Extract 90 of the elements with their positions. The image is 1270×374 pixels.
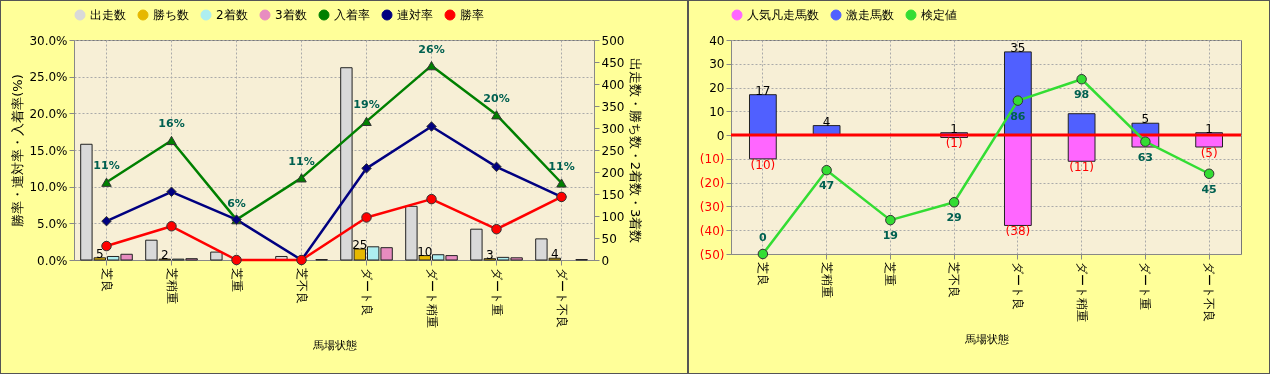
x-tick-label: ダート重 <box>489 267 504 316</box>
x-tick-label: 芝不良 <box>947 261 962 298</box>
data-label: (38) <box>1005 224 1031 239</box>
y-tick-label: 0 <box>716 128 725 143</box>
data-label: (5) <box>1200 146 1218 160</box>
x-tick-label: ダート重 <box>1138 261 1153 310</box>
data-label: 1 <box>950 121 958 136</box>
y2-tick-label: 250 <box>601 143 625 158</box>
x-tick-label: ダート不良 <box>554 267 569 328</box>
x-tick-label: 芝不良 <box>294 267 309 304</box>
y-tick-label: 10.0% <box>29 180 68 195</box>
data-label: 25 <box>352 238 368 252</box>
data-label: 45 <box>1201 182 1217 196</box>
x-tick-label: ダート良 <box>359 267 374 316</box>
data-label: 86 <box>1010 109 1026 123</box>
y-tick-label: 10 <box>709 104 725 119</box>
y-tick-label: 30 <box>709 57 725 72</box>
y2-tick-label: 100 <box>601 209 625 224</box>
x-tick-label: 芝重 <box>883 261 898 286</box>
x-tick-label: 芝稍重 <box>164 267 179 304</box>
data-label: 10 <box>417 244 433 259</box>
data-label: 11% <box>288 154 315 168</box>
data-label: 1 <box>1205 121 1213 136</box>
y-tick-label: (10) <box>699 152 725 167</box>
y-tick-label: 30.0% <box>29 33 68 48</box>
y2-tick-label: 50 <box>601 231 617 246</box>
data-label: 4 <box>822 114 831 129</box>
y-tick-label: (50) <box>699 247 725 262</box>
y-tick-label: 15.0% <box>29 143 68 158</box>
legend-label: 2着数 <box>216 8 248 22</box>
x-tick-label: 芝重 <box>229 267 244 292</box>
y2-tick-label: 0 <box>601 253 610 268</box>
y2-tick-label: 400 <box>601 77 625 92</box>
data-label: (11) <box>1069 160 1094 175</box>
data-label: 11% <box>93 159 120 173</box>
x-tick-label: ダート良 <box>1010 261 1025 310</box>
data-label: 19% <box>353 98 380 112</box>
y-tick-label: 0.0% <box>37 253 68 268</box>
data-label: 16% <box>158 117 185 131</box>
data-label: 29 <box>946 211 962 225</box>
data-label: 2 <box>160 248 169 263</box>
y2-tick-label: 200 <box>601 165 625 180</box>
data-label: (10) <box>750 157 776 172</box>
x-tick-label: ダート稍重 <box>424 267 439 328</box>
data-label: 47 <box>818 179 835 193</box>
data-label: 5 <box>1141 112 1150 127</box>
legend-label: 激走馬数 <box>846 8 894 22</box>
legend-label: 3着数 <box>275 8 307 22</box>
data-label: 20% <box>483 91 510 105</box>
legend-label: 検定値 <box>921 8 957 22</box>
y-tick-label: 5.0% <box>37 216 68 231</box>
data-label: 35 <box>1010 40 1026 55</box>
y-tick-label: (40) <box>699 223 725 238</box>
y2-tick-label: 150 <box>601 187 625 202</box>
y2-tick-label: 450 <box>601 55 625 70</box>
legend-label: 連対率 <box>397 8 433 22</box>
y2-tick-label: 300 <box>601 121 625 136</box>
legend-label: 勝ち数 <box>153 8 189 22</box>
y-axis-title: 勝率・連対率・入着率(%) <box>10 74 26 227</box>
legend-label: 勝率 <box>460 8 484 22</box>
legend-label: 出走数 <box>90 8 126 22</box>
data-label: 26% <box>418 42 445 56</box>
data-label: 17 <box>755 83 771 98</box>
y-tick-label: (20) <box>699 176 725 191</box>
y2-axis-title: 出走数・勝ち数・2着数・3着数 <box>628 57 644 244</box>
data-label: 19 <box>882 229 899 243</box>
x-tick-label: 芝稍重 <box>819 261 834 298</box>
data-label: 63 <box>1137 150 1154 164</box>
x-tick-label: ダート稍重 <box>1074 261 1089 322</box>
y-tick-label: 25.0% <box>29 70 68 85</box>
legend-label: 人気凡走馬数 <box>747 8 819 22</box>
data-label: 0 <box>759 231 768 244</box>
data-label: 6% <box>227 196 246 210</box>
x-tick-label: 芝良 <box>99 267 114 292</box>
x-tick-label: ダート不良 <box>1202 261 1217 322</box>
data-label: 4 <box>550 247 559 262</box>
y-tick-label: (30) <box>699 199 725 214</box>
x-axis-title: 馬場状態 <box>963 332 1009 346</box>
y-tick-label: 20.0% <box>29 106 68 121</box>
data-label: 98 <box>1073 88 1090 102</box>
data-label: (1) <box>945 136 963 151</box>
data-label: 11% <box>548 160 575 173</box>
x-tick-label: 芝良 <box>755 261 770 286</box>
y2-tick-label: 500 <box>601 33 625 48</box>
x-axis-title: 馬場状態 <box>311 338 357 352</box>
legend-label: 入着率 <box>334 8 370 22</box>
y2-tick-label: 350 <box>601 99 625 114</box>
y-tick-label: 20 <box>709 81 725 96</box>
data-label: 3 <box>485 247 494 262</box>
y-tick-label: 40 <box>709 33 725 48</box>
